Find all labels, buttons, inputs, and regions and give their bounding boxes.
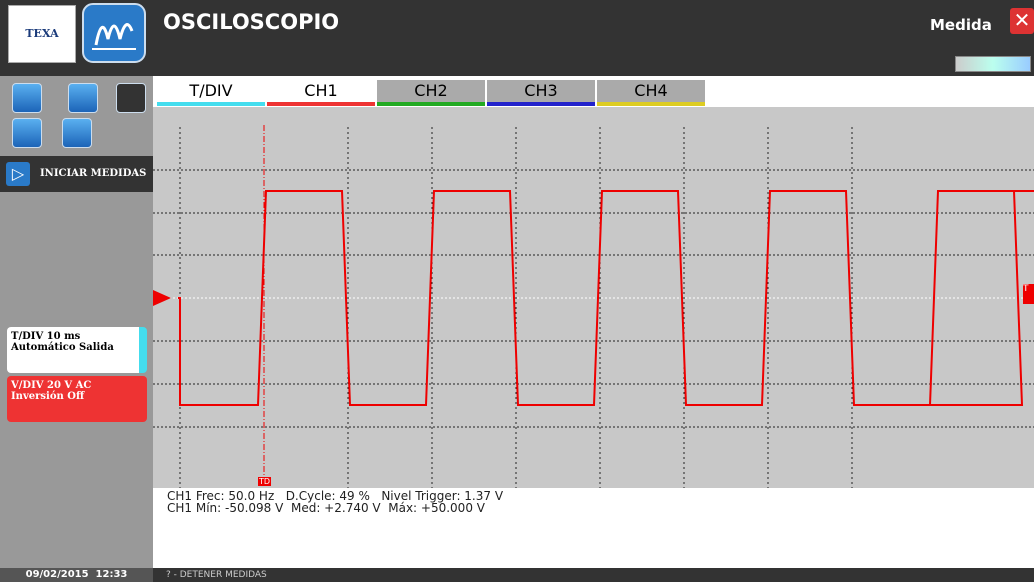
ch1-trace — [178, 190, 1034, 406]
tab[interactable]: CH1 — [267, 80, 375, 106]
measure-line: CH1 Mín: -50.098 V Med: +2.740 V Máx: +5… — [167, 501, 485, 515]
tdiv-line2: Automático Salida — [11, 342, 114, 353]
vdiv-line1: V/DIV 20 V AC — [11, 380, 92, 391]
tdiv-line1: T/DIV 10 ms — [11, 331, 81, 342]
zoom-button[interactable] — [12, 83, 42, 113]
footer-left: 09/02/2015 12:33 — [0, 568, 153, 582]
plot-area — [153, 107, 1034, 488]
trigger-level-marker: T — [1023, 284, 1034, 304]
play-icon: ▷ — [6, 162, 30, 186]
td-marker: TD — [258, 477, 272, 486]
start-label: INICIAR MEDIDAS — [40, 168, 147, 179]
close-button[interactable]: ✕ — [1010, 8, 1034, 34]
print-button[interactable] — [62, 118, 92, 148]
app-icon — [82, 3, 146, 63]
level-bar — [955, 56, 1031, 72]
datetime: 09/02/2015 12:33 — [25, 569, 128, 580]
measure-button[interactable] — [116, 83, 146, 113]
cursor-button[interactable] — [68, 83, 98, 113]
tab[interactable]: CH4 — [597, 80, 705, 106]
app-title: OSCILOSCOPIO — [163, 10, 340, 34]
logo-box: TEXA — [8, 5, 76, 63]
vdiv-box[interactable]: V/DIV 20 V AC Inversión Off — [7, 376, 147, 422]
sidebar — [0, 76, 153, 568]
trigger-arrow — [153, 290, 171, 306]
footer-hint: ? - DETENER MEDIDAS — [166, 570, 267, 580]
logo-text: TEXA — [25, 27, 59, 40]
measure-panel: CH1 Frec: 50.0 Hz D.Cycle: 49 % Nivel Tr… — [153, 488, 1034, 568]
tdiv-box[interactable]: T/DIV 10 ms Automático Salida — [7, 327, 147, 373]
tab[interactable]: CH3 — [487, 80, 595, 106]
vdiv-line2: Inversión Off — [11, 391, 85, 402]
tab[interactable]: CH2 — [377, 80, 485, 106]
mode-label: Medida — [930, 16, 992, 34]
settings-button[interactable] — [12, 118, 42, 148]
measure-line: CH1 Frec: 50.0 Hz D.Cycle: 49 % Nivel Tr… — [167, 489, 504, 503]
tab[interactable]: T/DIV — [157, 80, 265, 106]
start-button[interactable]: ▷ INICIAR MEDIDAS — [0, 156, 153, 192]
